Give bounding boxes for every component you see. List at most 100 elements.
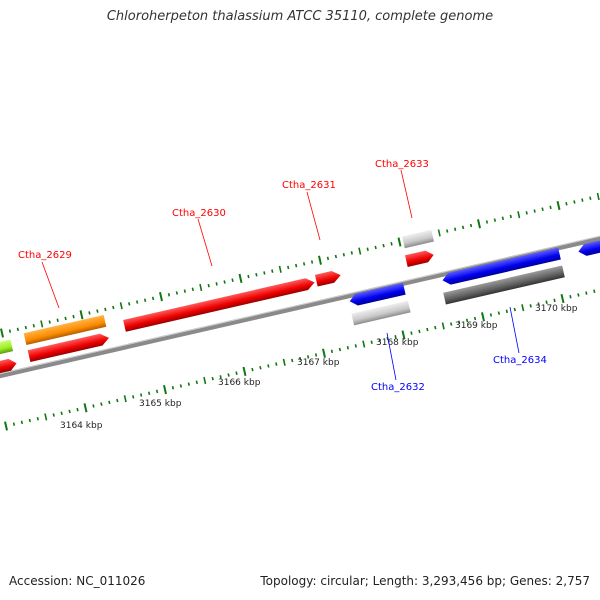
inner-tick-22 [179, 384, 183, 388]
genome-summary: Topology: circular; Length: 3,293,456 bp… [260, 574, 590, 588]
outer-tick-66 [525, 211, 528, 215]
kbp-label-3167: 3167 kbp [297, 358, 340, 368]
outer-tick-42 [334, 254, 338, 259]
inner-tick-33 [267, 364, 270, 368]
inner-tick-43 [346, 346, 349, 350]
outer-tick-4 [32, 324, 35, 328]
outer-tick-16 [128, 302, 131, 306]
inner-tick-68 [545, 300, 548, 304]
gene-label-ctha-2632[interactable]: Ctha_2632 [371, 382, 425, 393]
outer-tick-25 [199, 283, 203, 292]
outer-tick-64 [509, 214, 512, 219]
outer-tick-32 [255, 273, 258, 277]
feature-ctha-2629-cds[interactable] [27, 332, 111, 363]
inner-tick-21 [171, 386, 175, 390]
inner-tick-8 [68, 409, 71, 414]
inner-tick-39 [314, 353, 318, 357]
feature-ctha-2631-cds[interactable] [314, 269, 342, 287]
inner-tick-14 [116, 398, 119, 403]
inner-tick-34 [275, 362, 278, 366]
inner-tick-10 [83, 403, 88, 413]
outer-tick-12 [96, 309, 99, 313]
feature-ctha-2632-cds[interactable] [348, 282, 406, 307]
outer-tick-22 [175, 291, 179, 295]
inner-tick-9 [76, 407, 79, 412]
outer-tick-35 [278, 265, 282, 273]
outer-tick-41 [326, 256, 330, 261]
inner-tick-18 [147, 391, 151, 395]
inner-tick-71 [569, 295, 572, 299]
feature-left-edge-red-outer[interactable] [0, 357, 18, 378]
inner-tick-60 [481, 312, 485, 322]
inner-tick-15 [123, 395, 127, 403]
feature-ctha-2633-other[interactable] [402, 229, 434, 249]
feature-right-edge-blue[interactable] [577, 237, 600, 258]
outer-tick-5 [40, 320, 44, 328]
feature-ctha-2632-other[interactable] [351, 300, 411, 326]
outer-tick-73 [581, 198, 584, 202]
inner-tick-74 [593, 289, 596, 293]
gene-label-ctha-2629[interactable]: Ctha_2629 [18, 250, 72, 261]
outer-tick-38 [302, 262, 306, 266]
inner-tick-62 [497, 311, 501, 315]
outer-tick-8 [64, 316, 67, 321]
inner-tick-46 [370, 340, 373, 344]
inner-tick-65 [521, 304, 525, 312]
inner-tick-12 [100, 402, 103, 406]
feature-ctha-2629-rna[interactable] [23, 314, 107, 346]
inner-tick-59 [473, 316, 477, 321]
inner-tick-55 [441, 322, 445, 330]
outer-tick-21 [167, 293, 171, 297]
outer-tick-49 [390, 242, 393, 246]
inner-tick-67 [537, 302, 540, 306]
inner-tick-13 [108, 400, 111, 405]
outer-tick-75 [596, 192, 600, 201]
inner-tick-72 [577, 293, 580, 297]
inner-tick-7 [60, 411, 63, 415]
leader-line-ctha-2631 [306, 191, 321, 241]
inner-tick-61 [489, 313, 493, 317]
outer-tick-45 [358, 247, 362, 255]
inner-tick-0 [4, 421, 8, 431]
inner-tick-40 [322, 348, 326, 358]
outer-tick-6 [48, 320, 51, 324]
gene-label-ctha-2634[interactable]: Ctha_2634 [493, 355, 547, 366]
inner-tick-31 [251, 367, 254, 372]
inner-tick-49 [394, 335, 397, 339]
outer-tick-74 [589, 196, 592, 200]
inner-tick-69 [553, 298, 556, 303]
inner-tick-56 [450, 322, 453, 326]
feature-ctha-2634-cds[interactable] [441, 247, 561, 286]
outer-tick-36 [287, 265, 290, 270]
inner-tick-16 [132, 395, 135, 399]
kbp-label-3165: 3165 kbp [139, 399, 182, 409]
leader-line-ctha-2633 [400, 169, 413, 219]
feature-ctha-2630-cds[interactable] [123, 276, 316, 332]
feature-ctha-2634-other[interactable] [443, 265, 565, 305]
kbp-label-3169: 3169 kbp [455, 321, 498, 331]
outer-tick-ring [0, 192, 600, 338]
outer-tick-69 [549, 205, 552, 210]
inner-tick-42 [338, 347, 342, 352]
feature-ctha-2633-cds[interactable] [405, 249, 435, 267]
outer-tick-11 [88, 311, 91, 315]
inner-tick-58 [465, 318, 469, 323]
outer-tick-61 [485, 220, 489, 224]
outer-tick-27 [215, 282, 218, 286]
outer-tick-46 [366, 247, 369, 251]
feature-left-edge-green[interactable] [0, 339, 14, 359]
leader-line-ctha-2634 [509, 306, 520, 354]
outer-tick-19 [151, 296, 155, 301]
inner-tick-63 [505, 309, 508, 314]
gene-label-ctha-2630[interactable]: Ctha_2630 [172, 208, 226, 219]
gene-label-ctha-2631[interactable]: Ctha_2631 [282, 180, 336, 191]
outer-tick-14 [112, 305, 115, 310]
accession-label: Accession: NC_011026 [9, 574, 146, 588]
outer-tick-60 [477, 219, 481, 229]
inner-tick-57 [458, 320, 461, 324]
outer-tick-1 [8, 329, 12, 333]
outer-tick-55 [437, 229, 441, 237]
outer-tick-2 [16, 327, 20, 332]
gene-label-ctha-2633[interactable]: Ctha_2633 [375, 159, 429, 170]
outer-tick-40 [318, 255, 322, 265]
